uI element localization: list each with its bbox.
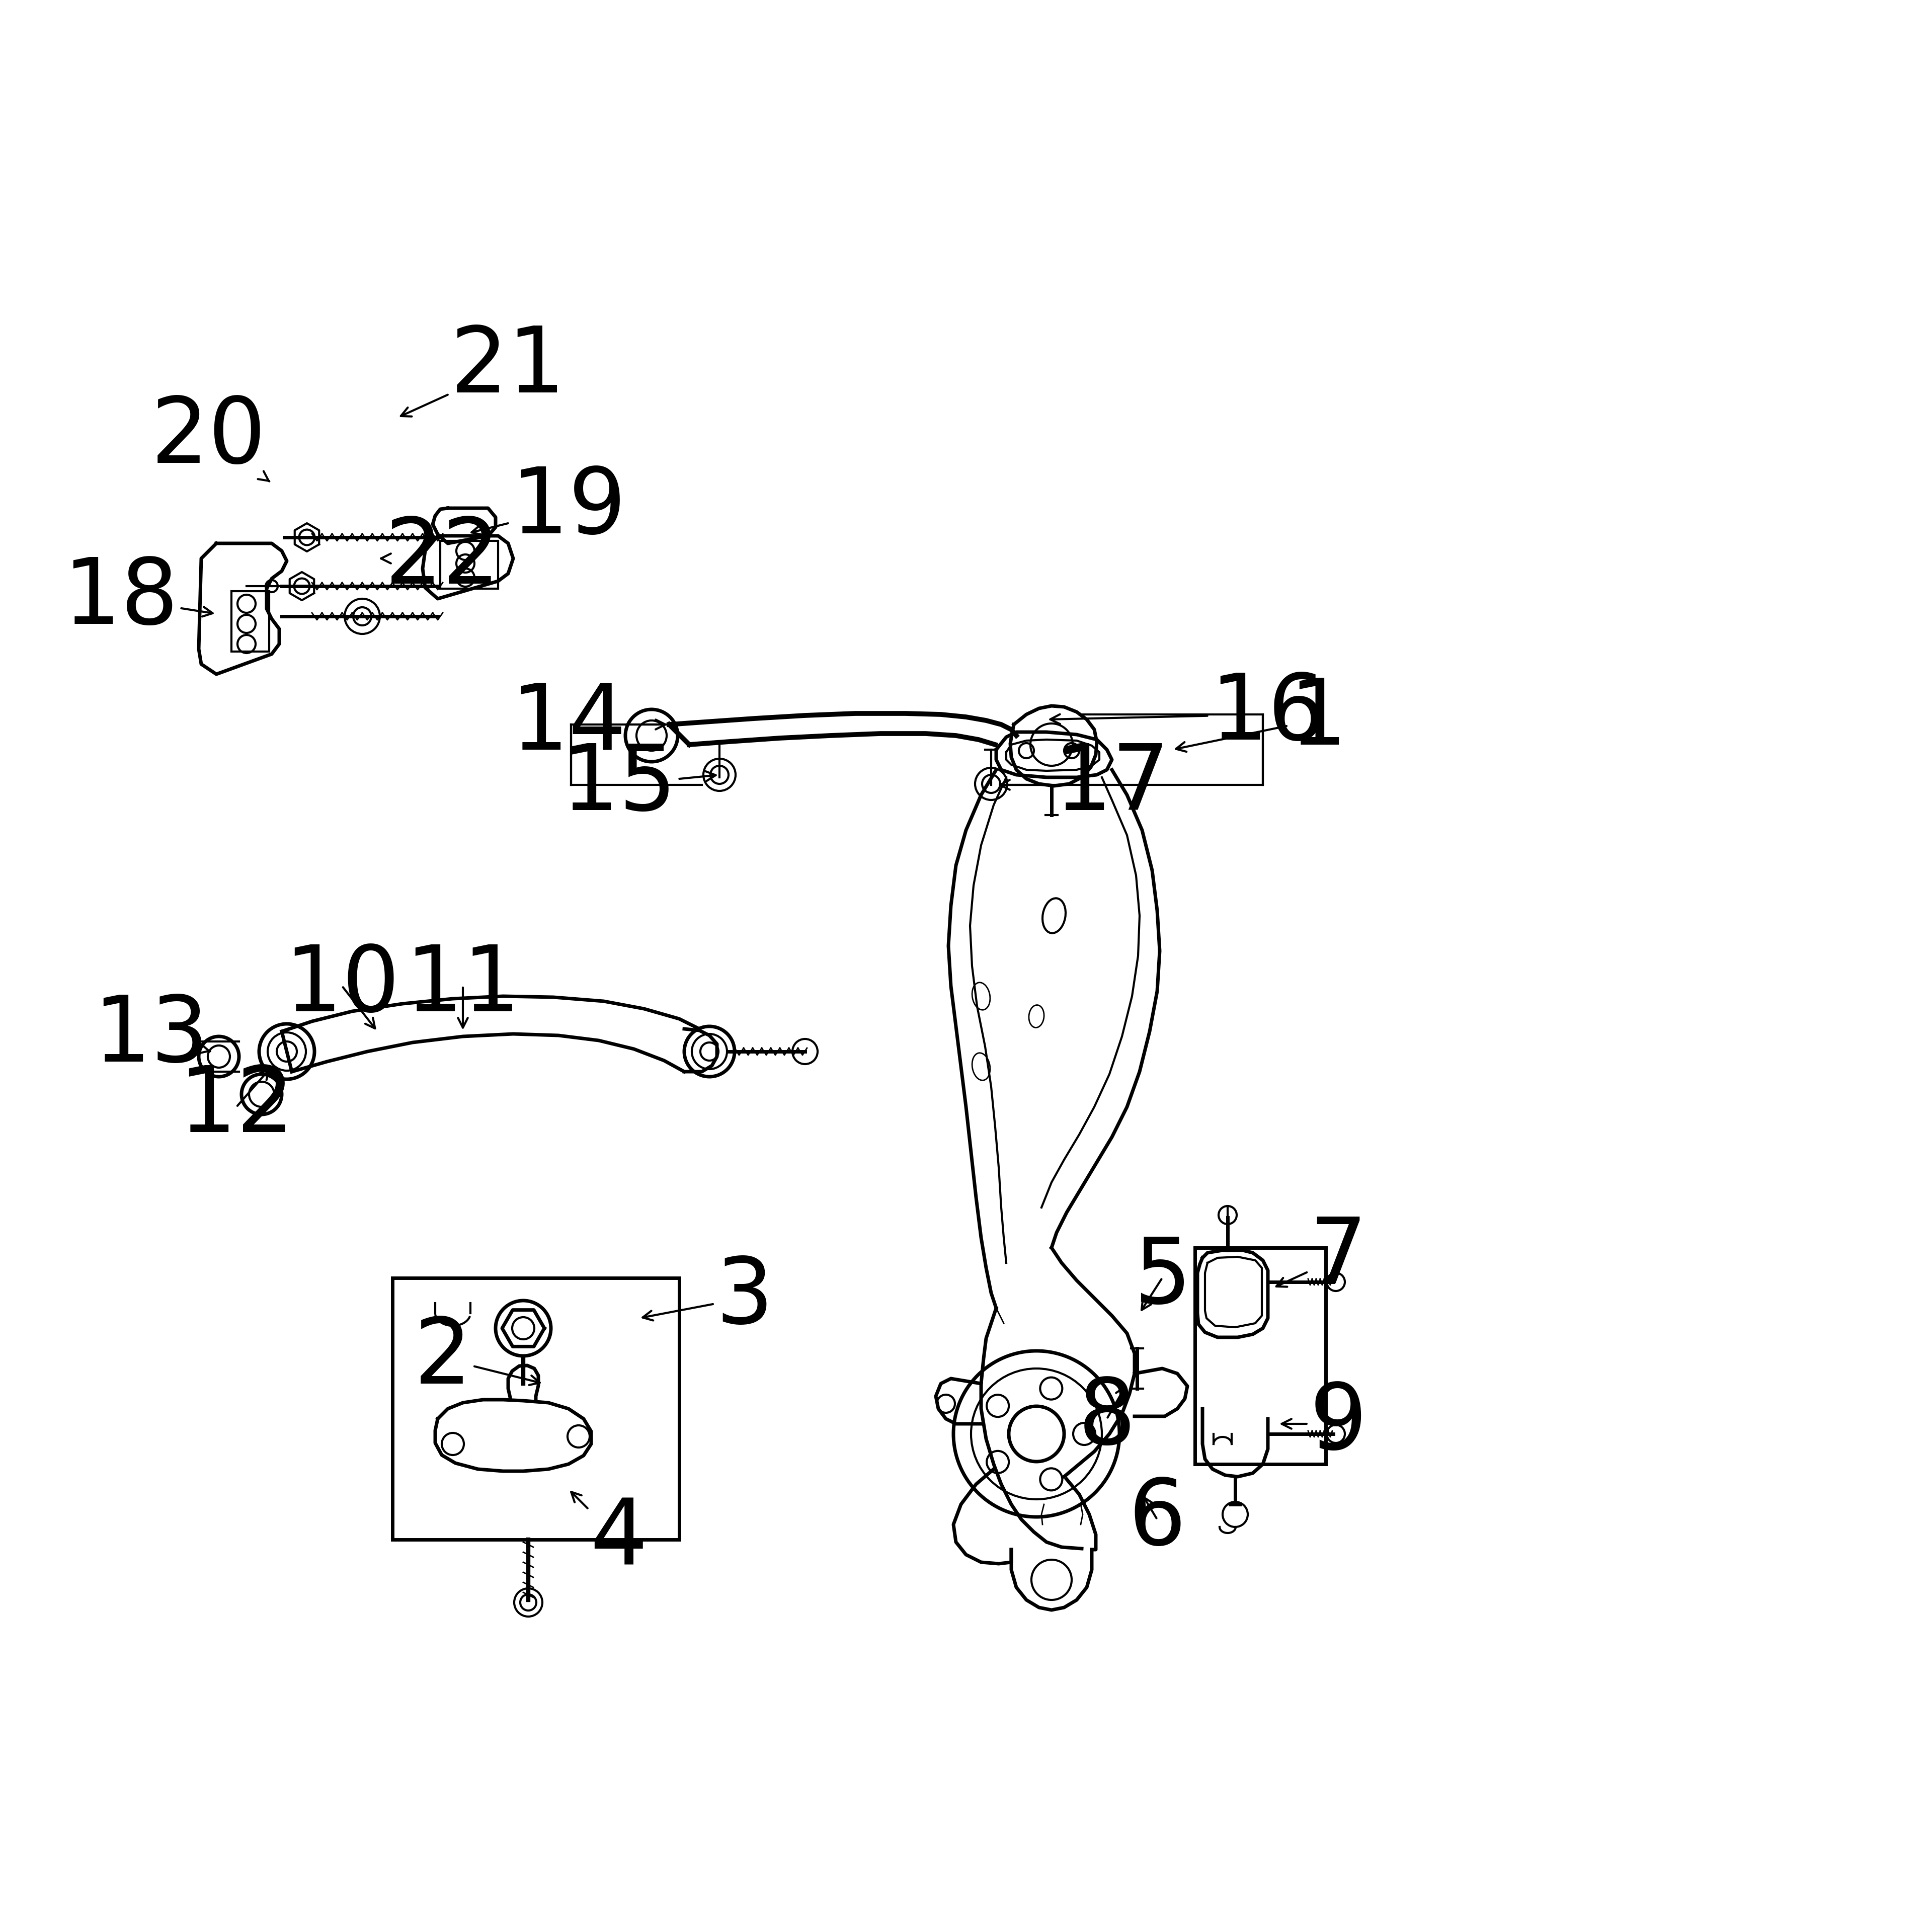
Text: 11: 11	[406, 943, 520, 1030]
Text: 17: 17	[1001, 740, 1169, 829]
Text: 12: 12	[178, 1063, 294, 1151]
Bar	[392, 1277, 680, 1540]
Text: 6: 6	[1128, 1476, 1186, 1563]
Text: 1: 1	[1177, 674, 1347, 763]
Text: 20: 20	[151, 394, 269, 481]
Text: 18: 18	[64, 554, 213, 643]
Text: 21: 21	[400, 323, 566, 417]
Text: 19: 19	[471, 464, 626, 553]
Text: 16: 16	[1051, 670, 1325, 759]
Text: 22: 22	[381, 514, 500, 603]
Text: 8: 8	[1078, 1374, 1136, 1463]
Text: 10: 10	[284, 943, 400, 1030]
Text: 9: 9	[1281, 1379, 1368, 1468]
Text: 5: 5	[1134, 1235, 1192, 1321]
Bar	[1194, 1248, 1325, 1464]
Bar	[232, 591, 269, 651]
Text: 2: 2	[413, 1314, 539, 1403]
Text: 13: 13	[93, 993, 211, 1080]
Text: 7: 7	[1277, 1213, 1368, 1302]
Text: 3: 3	[643, 1254, 773, 1343]
Text: 15: 15	[560, 740, 715, 829]
Text: 4: 4	[572, 1492, 647, 1584]
Bar	[440, 541, 498, 589]
Text: 14: 14	[510, 680, 665, 769]
